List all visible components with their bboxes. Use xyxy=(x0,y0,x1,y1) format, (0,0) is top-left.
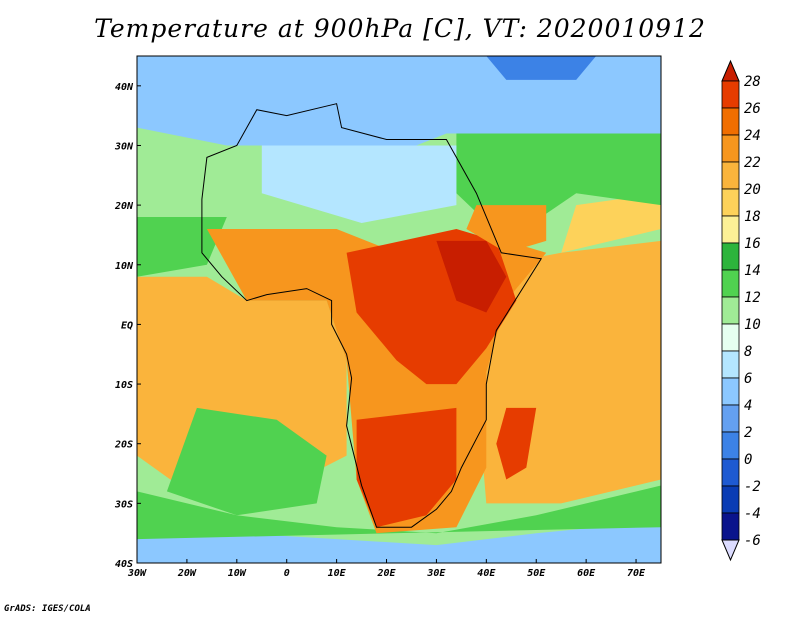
colorbar-label: 2 xyxy=(744,425,752,441)
region-south-green xyxy=(137,485,661,540)
map-frame xyxy=(136,55,662,564)
region-atlantic-green xyxy=(166,407,327,516)
colorbar-swatch xyxy=(721,458,740,487)
colorbar-swatch xyxy=(721,485,740,514)
colorbar-swatch xyxy=(721,242,740,271)
colorbar-swatch xyxy=(721,512,740,541)
lat-tick-label: 40N xyxy=(115,82,134,93)
longitude-axis: 30W 20W 10W 0 10E 20E 30E 40E 50E 60E 70E xyxy=(127,559,646,579)
colorbar-swatch xyxy=(721,296,740,325)
lon-tick-label: 30W xyxy=(127,568,147,579)
colorbar-label: 8 xyxy=(744,344,752,360)
colorbar-label: -6 xyxy=(744,533,761,549)
africa-coastline xyxy=(201,103,543,528)
region-mediterranean-blue xyxy=(137,56,661,158)
lon-tick-label: 0 xyxy=(284,568,290,579)
region-north-dark-blue xyxy=(486,56,597,80)
colorbar-swatch xyxy=(721,431,740,460)
colorbar-swatch xyxy=(721,161,740,190)
lat-tick-label: 30N xyxy=(114,141,134,152)
lat-tick-label: EQ xyxy=(121,320,133,331)
colorbar-bottom-arrow xyxy=(721,539,740,562)
region-south-atlantic-blue xyxy=(137,521,661,563)
colorbar-swatch xyxy=(721,188,740,217)
colorbar-label: -2 xyxy=(744,479,761,495)
lon-tick-label: 50E xyxy=(527,568,546,579)
region-south-red xyxy=(356,407,457,528)
region-indian-yellow xyxy=(561,193,661,253)
colorbar-label: 22 xyxy=(744,155,761,171)
colorbar-label: 12 xyxy=(744,290,761,306)
colorbar-swatch xyxy=(721,107,740,136)
colorbar-label: 14 xyxy=(744,263,761,279)
colorbar-label: 16 xyxy=(744,236,761,252)
lat-tick-label: 40S xyxy=(115,559,133,570)
colorbar-swatch xyxy=(721,134,740,163)
colorbar-label: 10 xyxy=(744,317,761,333)
lon-tick-label: 20E xyxy=(376,568,396,579)
lat-tick-label: 20S xyxy=(114,440,133,451)
lon-tick-label: 30E xyxy=(426,568,446,579)
colorbar-swatch xyxy=(721,377,740,406)
lon-tick-label: 70E xyxy=(627,568,646,579)
grads-credit: GrADS: IGES/COLA xyxy=(4,604,91,614)
colorbar-swatch xyxy=(721,269,740,298)
lat-tick-label: 10N xyxy=(115,261,134,272)
lon-tick-label: 40E xyxy=(477,568,496,579)
lat-tick-label: 30S xyxy=(114,499,133,510)
map-title: Temperature at 900hPa [C], VT: 202001091… xyxy=(94,14,706,43)
colorbar-label: -4 xyxy=(744,506,761,522)
colorbar-label: 0 xyxy=(744,452,752,468)
colorbar-top-arrow xyxy=(721,59,740,82)
region-madagascar-red xyxy=(496,407,537,480)
colorbar-label: 20 xyxy=(744,182,761,198)
colorbar-label: 6 xyxy=(744,371,752,387)
region-horn-red xyxy=(436,240,507,313)
latitude-axis: 40N 30N 20N 10N EQ 10S 20S 30S 40S xyxy=(114,82,141,570)
colorbar-label: 26 xyxy=(744,101,761,117)
colorbar-label: 18 xyxy=(744,209,761,225)
colorbar-swatch xyxy=(721,215,740,244)
colorbar-swatch xyxy=(721,80,740,109)
lon-tick-label: 10W xyxy=(228,568,247,579)
lat-tick-label: 20N xyxy=(114,201,134,212)
region-ocean-west-green xyxy=(137,217,227,277)
lat-tick-label: 10S xyxy=(115,380,133,391)
region-sahara-blue xyxy=(261,145,457,223)
colorbar-swatch xyxy=(721,404,740,433)
colorbar-label: 4 xyxy=(744,398,752,414)
colorbar-swatch xyxy=(721,350,740,379)
lon-tick-label: 60E xyxy=(577,568,596,579)
map-field xyxy=(137,56,661,563)
lon-tick-label: 10E xyxy=(328,568,347,579)
colorbar-swatch xyxy=(721,323,740,352)
lon-tick-label: 20W xyxy=(177,568,197,579)
colorbar-label: 24 xyxy=(744,128,761,144)
colorbar-label: 28 xyxy=(744,74,761,90)
